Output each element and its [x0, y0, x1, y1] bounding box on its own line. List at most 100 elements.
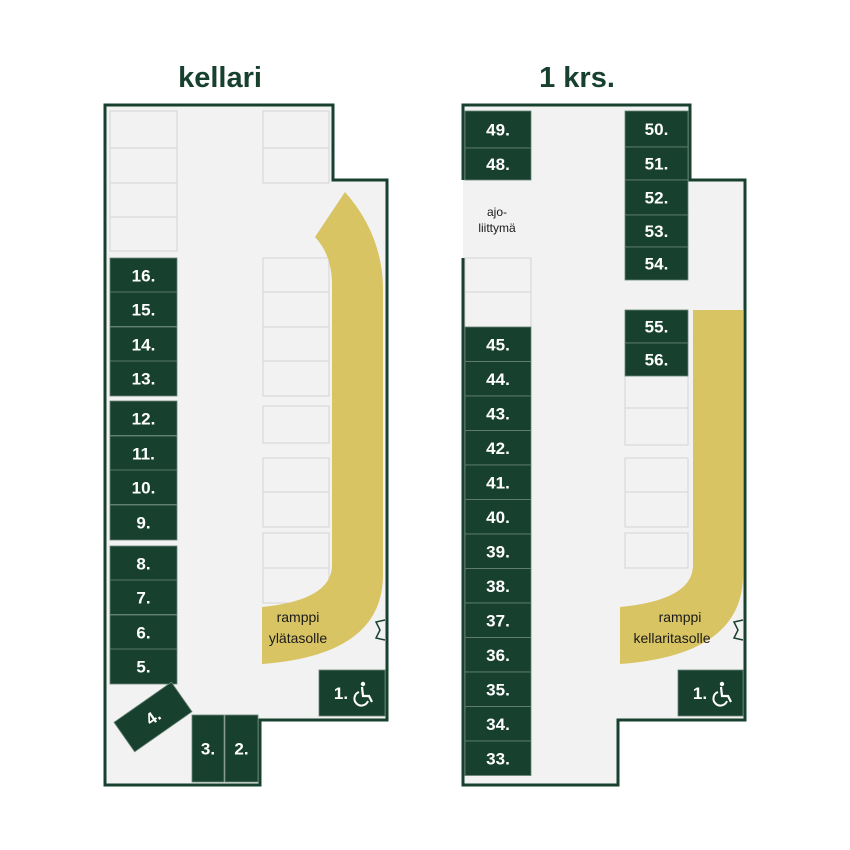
- slot-number: 48.: [486, 155, 510, 174]
- slot-number: 16.: [132, 266, 156, 285]
- parking-slot: 1.: [318, 669, 386, 717]
- slot-box: [109, 648, 178, 685]
- parking-slot: 13.: [109, 360, 178, 397]
- slot-number: 45.: [486, 335, 510, 354]
- parking-slot: 7.: [109, 579, 178, 615]
- slot-box: [109, 257, 178, 293]
- parking-slot: 1.: [677, 669, 744, 717]
- slot-number: 34.: [486, 715, 510, 734]
- parking-slot: 16.: [109, 257, 178, 293]
- slot-box: [109, 400, 178, 436]
- parking-slot: 6.: [109, 614, 178, 650]
- slot-number: 38.: [486, 577, 510, 596]
- slot-number: 43.: [486, 404, 510, 423]
- slot-box: [464, 533, 532, 569]
- slot-number: 41.: [486, 473, 510, 492]
- parking-slot: 50.: [624, 110, 689, 148]
- parking-slot: 11.: [109, 435, 178, 471]
- slot-number: 50.: [645, 120, 669, 139]
- right-plan-outline: [461, 103, 747, 787]
- slot-number: 15.: [132, 300, 156, 319]
- slot-box: [109, 360, 178, 397]
- slot-number: 40.: [486, 508, 510, 527]
- slot-number: 42.: [486, 439, 510, 458]
- slot-number: 6.: [136, 623, 150, 642]
- parking-slot: 38.: [464, 568, 532, 604]
- parking-slot: 33.: [464, 740, 532, 776]
- parking-slot: 44.: [464, 361, 532, 397]
- parking-slot: 3.: [191, 714, 225, 783]
- parking-slot: 51.: [624, 146, 689, 181]
- slot-number: 35.: [486, 680, 510, 699]
- parking-slot: 45.: [464, 326, 532, 362]
- parking-slot: 42.: [464, 430, 532, 466]
- slot-box: [109, 469, 178, 505]
- slot-box: [464, 740, 532, 776]
- slot-number: 33.: [486, 749, 510, 768]
- slot-number: 53.: [645, 222, 669, 241]
- parking-slot: 36.: [464, 637, 532, 673]
- slot-number: 12.: [132, 409, 156, 428]
- slot-number: 2.: [234, 740, 248, 759]
- right-ramp-label-1: ramppi: [659, 609, 702, 625]
- parking-slot: 2.: [224, 714, 259, 783]
- parking-slot: 56.: [624, 342, 689, 377]
- parking-slot: 15.: [109, 291, 178, 327]
- slot-number: 37.: [486, 611, 510, 630]
- ramp-to-basement: [620, 310, 743, 664]
- slot-box: [624, 179, 689, 216]
- parking-slot: 37.: [464, 602, 532, 638]
- slot-number: 51.: [645, 155, 669, 174]
- parking-slot: 12.: [109, 400, 178, 436]
- slot-box: [464, 464, 532, 500]
- entrance-label-1: ajo-: [487, 205, 507, 219]
- slot-number: 11.: [132, 444, 155, 463]
- parking-slot: 9.: [109, 504, 178, 541]
- parking-slot: 8.: [109, 545, 178, 581]
- ramp-to-upper-level: [262, 192, 383, 664]
- parking-slot: 39.: [464, 533, 532, 569]
- entrance-label-2: liittymä: [478, 221, 516, 235]
- parking-slot: 35.: [464, 671, 532, 707]
- slot-box: [624, 342, 689, 377]
- slot-box: [109, 579, 178, 615]
- slot-box: [464, 568, 532, 604]
- slot-box: [624, 309, 689, 344]
- left-plan-title: kellari: [178, 62, 262, 94]
- parking-slot: 14.: [109, 326, 178, 362]
- slot-box: [109, 614, 178, 650]
- slot-number: 56.: [645, 351, 669, 370]
- slot-box: [464, 671, 532, 707]
- slot-number: 10.: [132, 478, 156, 497]
- slot-box: [464, 110, 532, 149]
- slot-box: [109, 291, 178, 327]
- parking-slot: 34.: [464, 706, 532, 742]
- slot-box: [113, 681, 193, 753]
- slot-box: [677, 669, 744, 717]
- parking-slot: 49.: [464, 110, 532, 149]
- parking-slot: 10.: [109, 469, 178, 505]
- slot-number: 52.: [645, 189, 669, 208]
- left-ramp-label-2: ylätasolle: [269, 630, 328, 646]
- parking-slot: 41.: [464, 464, 532, 500]
- parking-slot: 53.: [624, 214, 689, 248]
- slot-box: [109, 545, 178, 581]
- slot-box: [624, 110, 689, 148]
- slot-box: [464, 499, 532, 535]
- left-empty-slots: [109, 110, 330, 604]
- slot-box: [318, 669, 386, 717]
- slot-number: 44.: [486, 370, 510, 389]
- slot-number: 1.: [693, 684, 707, 703]
- slot-box: [224, 714, 259, 783]
- slot-number: 36.: [486, 646, 510, 665]
- left-ramp-label-1: ramppi: [277, 609, 320, 625]
- parking-slot: 54.: [624, 246, 689, 281]
- slot-number: 8.: [136, 554, 150, 573]
- right-ramp-label-2: kellaritasolle: [633, 630, 710, 646]
- slot-number: 13.: [132, 370, 156, 389]
- slot-box: [624, 246, 689, 281]
- slot-number: 1.: [334, 684, 348, 703]
- slot-number: 9.: [136, 514, 150, 533]
- slot-box: [464, 326, 532, 362]
